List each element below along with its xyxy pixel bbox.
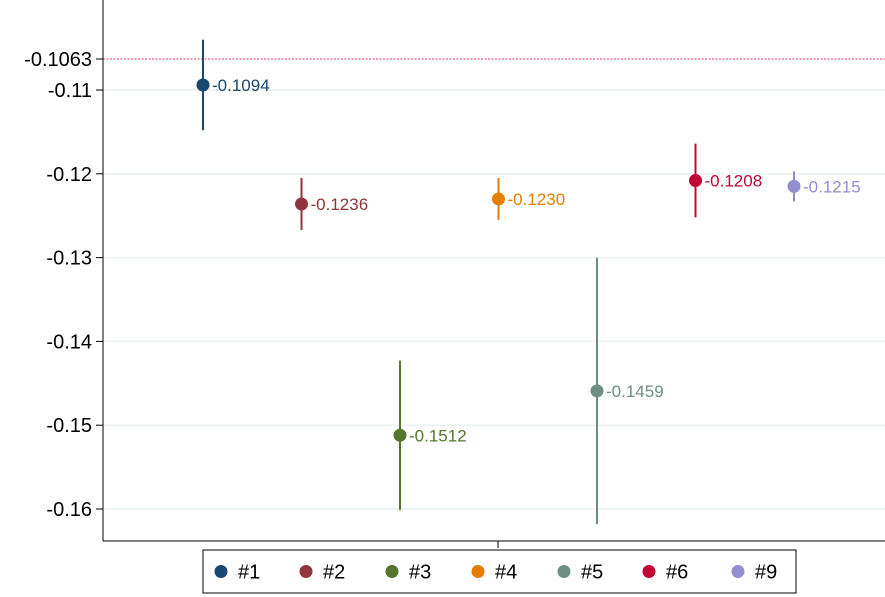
- legend-marker: [385, 565, 399, 578]
- y-axis-ticks: -0.11 -0.12 -0.13 -0.14 -0.15 -0.16: [46, 80, 103, 521]
- legend-marker: [471, 565, 485, 578]
- y-tick-label: -0.13: [46, 248, 92, 270]
- legend-label: #6: [666, 562, 688, 584]
- data-label: -0.1094: [212, 76, 270, 95]
- y-tick-label: -0.14: [46, 331, 92, 353]
- data-label: -0.1215: [803, 177, 861, 196]
- data-label: -0.1512: [409, 426, 467, 445]
- legend-label: #1: [238, 562, 260, 584]
- data-label: -0.1208: [705, 172, 763, 191]
- data-label: -0.1230: [508, 190, 566, 209]
- legend-label: #4: [495, 562, 517, 584]
- legend-label: #5: [581, 562, 603, 584]
- y-tick-label: -0.15: [46, 415, 92, 437]
- data-label: -0.1236: [311, 195, 369, 214]
- legend-marker: [299, 565, 313, 578]
- data-point: [393, 428, 407, 442]
- legend: #1 #2 #3 #4 #5 #6 #9: [202, 549, 797, 594]
- data-point: [196, 78, 210, 92]
- legend-label: #2: [323, 562, 345, 584]
- data-point: [295, 197, 308, 211]
- legend-marker: [214, 565, 228, 578]
- gridlines: [103, 89, 885, 510]
- legend-marker: [642, 565, 656, 578]
- legend-marker: [731, 565, 745, 578]
- data-marks: -0.1094 -0.1236 -0.1512 -0.1230 -0.1459 -0.12…: [196, 39, 861, 525]
- y-tick-label: -0.11: [48, 80, 92, 102]
- data-point: [787, 179, 801, 193]
- legend-marker: [557, 565, 571, 578]
- reference-line-label: -0.1063: [24, 49, 92, 71]
- data-point: [689, 174, 702, 188]
- legend-label: #9: [755, 562, 777, 584]
- reference-line-group: -0.1063: [24, 49, 885, 71]
- legend-label: #3: [409, 562, 431, 584]
- y-tick-label: -0.16: [46, 499, 92, 521]
- data-point: [590, 384, 604, 398]
- y-tick-label: -0.12: [46, 164, 92, 186]
- data-label: -0.1459: [606, 382, 664, 401]
- data-point: [492, 192, 505, 206]
